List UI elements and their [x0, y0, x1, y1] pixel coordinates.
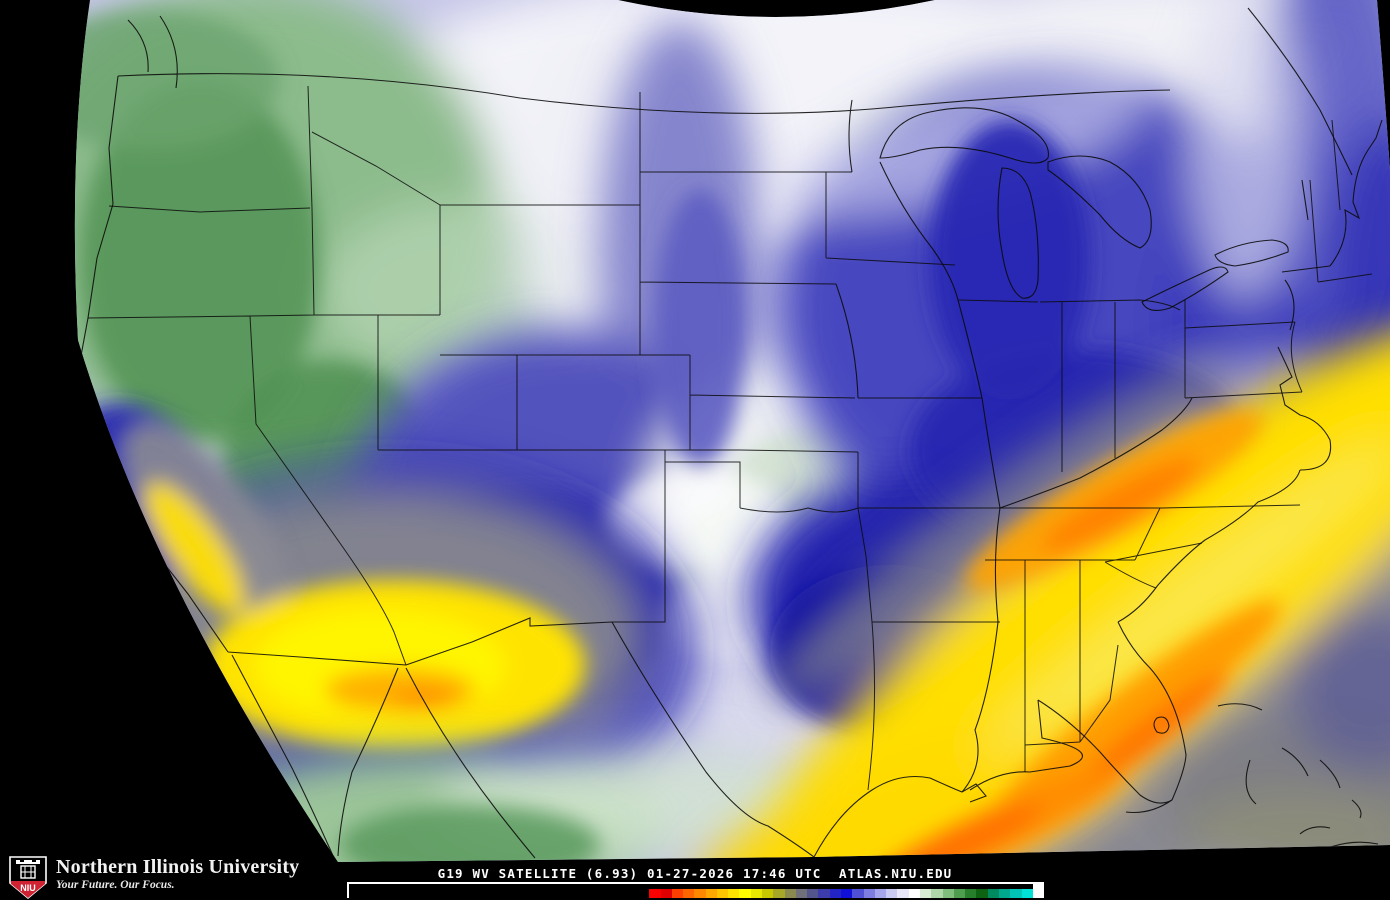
moisture-field	[74, 0, 1390, 862]
colorbar-segment	[908, 889, 920, 898]
colorbar-segment	[953, 889, 966, 898]
colorbar-segment	[886, 889, 898, 898]
colorbar-segment	[716, 889, 729, 898]
colorbar-segment	[671, 889, 684, 898]
colorbar-segment	[841, 889, 853, 898]
colorbar-segment	[987, 889, 999, 898]
water-vapor-map	[74, 0, 1390, 862]
footer-bar: NIU Northern Illinois University Your Fu…	[0, 852, 1390, 900]
colorbar-segment	[931, 889, 943, 898]
brand-text: Northern Illinois University Your Future…	[56, 856, 299, 892]
colorbar-segment	[694, 889, 706, 898]
colorbar-segment	[829, 889, 842, 898]
colorbar-segment	[739, 889, 751, 898]
colorbar-end-cap	[1032, 884, 1044, 898]
image-caption: G19 WV SATELLITE (6.93) 01-27-2026 17:46…	[437, 866, 953, 881]
colorbar-segment	[897, 889, 909, 898]
colorbar-segment	[728, 889, 740, 898]
colorbar-segment	[795, 889, 808, 898]
university-tagline: Your Future. Our Focus.	[56, 879, 175, 891]
castle-battlement	[16, 860, 40, 864]
university-name: Northern Illinois University	[56, 856, 300, 878]
colorbar-segment	[660, 889, 672, 898]
niu-logo: NIU	[9, 856, 47, 900]
colorbar-segment	[773, 889, 785, 898]
colorbar-segment	[976, 889, 988, 898]
colorbar-segment	[649, 889, 661, 898]
colorbar-segment	[863, 889, 875, 898]
coastline-borders	[77, 7, 1383, 859]
colorbar-segment	[683, 889, 695, 898]
colorbar-black-lead	[349, 884, 650, 898]
niu-brand: NIU Northern Illinois University Your Fu…	[8, 856, 299, 900]
colorbar-segment	[965, 889, 977, 898]
colorbar-segment	[919, 889, 932, 898]
colorbar-segment	[784, 889, 796, 898]
colorbar-segment	[807, 889, 819, 898]
colorbar-segment	[818, 889, 830, 898]
colorbar-segment	[874, 889, 887, 898]
colorbar-segment	[750, 889, 763, 898]
niu-logo-text: NIU	[20, 883, 36, 893]
colorbar-segment	[998, 889, 1011, 898]
enhancement-colorbar	[347, 882, 1044, 898]
colorbar-segment	[1010, 889, 1022, 898]
colorbar-segment	[1021, 889, 1033, 898]
state-borders	[87, 85, 1373, 791]
colorbar-segment	[762, 889, 774, 898]
colorbar-segment	[942, 889, 954, 898]
satellite-map-image	[74, 0, 1390, 862]
niu-red-banner	[11, 881, 45, 898]
colorbar-segment	[705, 889, 717, 898]
colorbar-segment	[852, 889, 864, 898]
